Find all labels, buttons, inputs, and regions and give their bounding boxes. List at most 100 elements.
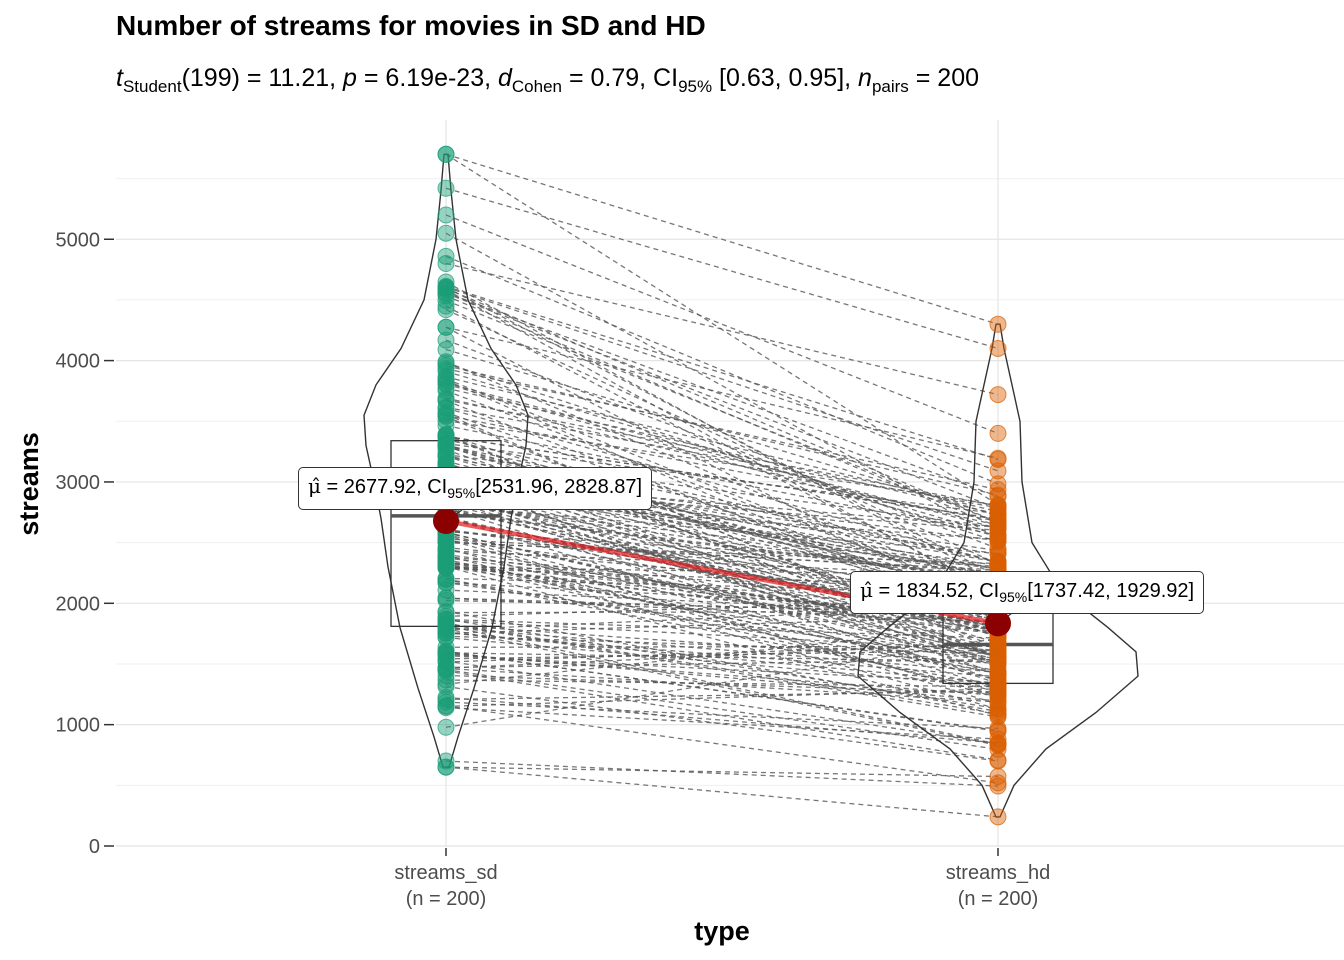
paired-line (445, 383, 999, 538)
paired-line (445, 368, 999, 491)
paired-line (445, 622, 999, 715)
paired-line (445, 326, 999, 459)
paired-line (445, 565, 999, 633)
data-point (437, 614, 455, 632)
paired-line (445, 618, 999, 710)
data-point (437, 318, 455, 336)
paired-line (445, 407, 999, 564)
x-tick-label: streams_sd (394, 862, 497, 884)
d-symbol: d (498, 64, 512, 92)
data-point (437, 644, 455, 662)
paired-line (445, 503, 999, 581)
data-point (437, 718, 455, 736)
data-point (989, 488, 1007, 506)
paired-line (445, 480, 999, 677)
d-text: = 0.79, CI (562, 64, 679, 92)
paired-line (445, 705, 999, 784)
data-point (437, 436, 455, 454)
paired-line (445, 561, 999, 672)
data-point (437, 431, 455, 449)
data-point (989, 774, 1007, 792)
paired-line (445, 619, 999, 651)
data-point (437, 331, 455, 349)
data-point (989, 533, 1007, 551)
violin-streams-hd (857, 323, 1139, 818)
y-tick-label: 2000 (56, 593, 101, 615)
data-point (437, 382, 455, 400)
paired-line (445, 444, 999, 563)
violin-streams-sd (363, 153, 529, 768)
data-point (989, 674, 1007, 692)
paired-line (445, 286, 999, 472)
data-point (989, 734, 1007, 752)
paired-line (445, 561, 999, 660)
mean-label-hd-suffix: [1737.42, 1929.92] (1027, 580, 1195, 602)
data-point (437, 407, 455, 425)
data-point (989, 386, 1007, 404)
x-tick-label: streams_hd (946, 862, 1051, 884)
paired-line (445, 387, 999, 515)
paired-line (445, 455, 999, 631)
x-tick-count-label: (n = 200) (958, 888, 1039, 910)
paired-line (445, 365, 999, 496)
ci-text: [0.63, 0.95], (712, 64, 859, 92)
paired-line (445, 435, 999, 520)
data-point (437, 546, 455, 564)
paired-line (445, 578, 999, 688)
chart-subtitle: tStudent(199) = 11.21, p = 6.19e-23, dCo… (116, 64, 979, 97)
y-tick-label: 4000 (56, 351, 101, 373)
paired-line (445, 636, 999, 688)
data-point (437, 145, 455, 163)
data-point (989, 641, 1007, 659)
paired-line (445, 449, 999, 638)
paired-line (445, 652, 999, 663)
paired-line (445, 627, 999, 747)
mean-label-streams-hd: μ̂ = 1834.52, CI95%[1737.42, 1929.92] (850, 571, 1205, 614)
data-point (437, 671, 455, 689)
paired-line (445, 503, 999, 570)
paired-line (445, 512, 999, 581)
paired-line (445, 362, 999, 543)
n-subscript: pairs (871, 77, 909, 96)
paired-line (445, 578, 999, 674)
points-streams_sd (437, 145, 455, 776)
paired-line (445, 462, 999, 657)
y-tick-label: 1000 (56, 715, 101, 737)
paired-line (445, 650, 999, 732)
data-point (437, 659, 455, 677)
paired-line (445, 766, 999, 778)
mean-label-streams-sd: μ̂ = 2677.92, CI95%[2531.96, 2828.87] (298, 467, 653, 510)
mean-point-streams_sd (433, 508, 459, 535)
mean-label-sd-suffix: [2531.96, 2828.87] (475, 476, 643, 498)
data-point (989, 315, 1007, 333)
paired-line (445, 615, 999, 634)
p-symbol: p (343, 64, 357, 92)
paired-line (445, 626, 999, 673)
data-point (989, 808, 1007, 826)
paired-line (445, 507, 999, 681)
data-point (989, 658, 1007, 676)
t-subscript: Student (122, 77, 182, 96)
paired-line (445, 286, 999, 578)
data-point (437, 247, 455, 265)
data-point (989, 653, 1007, 671)
paired-line (445, 305, 999, 594)
paired-line (445, 766, 999, 818)
n-text: = 200 (908, 64, 979, 92)
data-point (437, 427, 455, 445)
paired-line (445, 285, 999, 461)
paired-line (445, 632, 999, 684)
paired-line (445, 696, 999, 744)
n-symbol: n (858, 64, 872, 92)
paired-line (445, 669, 999, 750)
paired-line (445, 538, 999, 699)
data-point (989, 339, 1007, 357)
data-point (437, 690, 455, 708)
paired-line (445, 287, 999, 524)
paired-line (445, 292, 999, 498)
paired-line (445, 635, 999, 655)
mean-symbol-sd: μ̂ (308, 474, 321, 498)
data-point (989, 526, 1007, 544)
paired-line (445, 645, 999, 648)
